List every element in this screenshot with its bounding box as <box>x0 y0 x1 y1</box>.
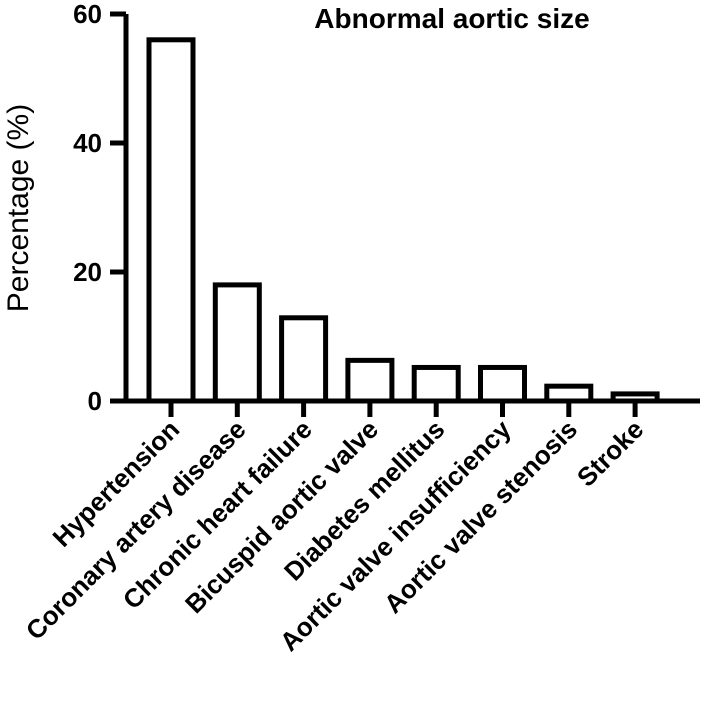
bar <box>212 282 262 404</box>
y-axis-label: Percentage (%) <box>2 104 35 312</box>
y-axis-ticks: 0 20 40 60 <box>73 0 126 416</box>
bar <box>279 315 329 404</box>
y-tick-label: 20 <box>73 257 102 287</box>
x-axis-ticks <box>168 401 638 417</box>
bar <box>146 37 196 404</box>
bars <box>146 37 660 404</box>
chart-title: Abnormal aortic size <box>314 3 589 34</box>
y-tick-label: 0 <box>88 386 102 416</box>
bar <box>478 364 527 404</box>
y-tick-label: 40 <box>73 128 102 158</box>
y-tick-label: 60 <box>73 0 102 29</box>
bar <box>411 364 461 404</box>
x-category-label: Stroke <box>571 414 649 492</box>
bar <box>345 357 395 404</box>
